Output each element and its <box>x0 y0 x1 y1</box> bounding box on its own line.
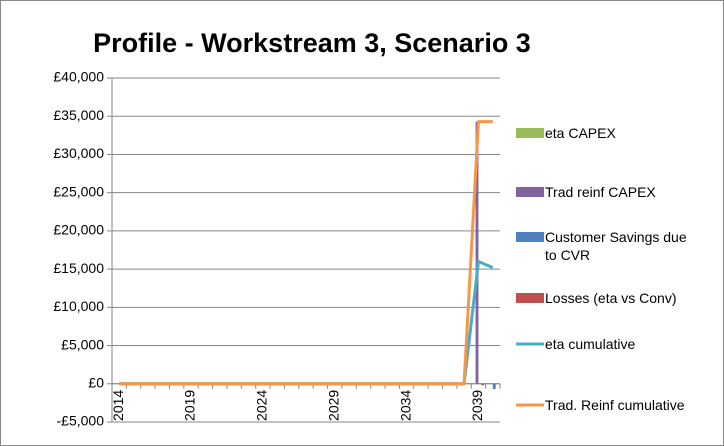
y-tick-label: £25,000 <box>53 183 104 199</box>
x-tick-label: 2034 <box>397 390 413 421</box>
bar <box>492 383 496 390</box>
line <box>119 120 493 386</box>
y-tick-label: £35,000 <box>53 107 104 123</box>
legend-swatch <box>516 232 544 242</box>
x-tick-label: 2039 <box>469 390 485 421</box>
legend-label: eta cumulative <box>545 336 636 352</box>
legend-label: Losses (eta vs Conv) <box>545 290 677 306</box>
x-tick-label: 2029 <box>325 390 341 421</box>
x-tick-label: 2019 <box>182 390 198 421</box>
legend-label: Customer Savings due to CVR <box>545 229 687 263</box>
legend-label: eta CAPEX <box>545 125 616 141</box>
legend-swatch <box>516 187 544 197</box>
legend-label: Trad. Reinf cumulative <box>545 397 685 413</box>
y-tick-label: £5,000 <box>61 336 104 352</box>
legend-swatch <box>516 128 544 138</box>
y-tick-label: -£5,000 <box>57 413 105 429</box>
bar <box>475 121 479 384</box>
y-tick-label: £30,000 <box>53 145 104 161</box>
y-tick-label: £0 <box>88 374 104 390</box>
x-tick-label: 2024 <box>254 390 270 421</box>
legend-swatch <box>516 293 544 303</box>
bar <box>481 383 485 386</box>
legend-label: Trad reinf CAPEX <box>545 184 656 200</box>
y-tick-label: £10,000 <box>53 298 104 314</box>
x-tick-label: 2014 <box>110 390 126 421</box>
y-tick-label: £15,000 <box>53 260 104 276</box>
y-tick-label: £20,000 <box>53 222 104 238</box>
chart-title: Profile - Workstream 3, Scenario 3 <box>93 28 531 58</box>
y-tick-label: £40,000 <box>53 69 104 85</box>
